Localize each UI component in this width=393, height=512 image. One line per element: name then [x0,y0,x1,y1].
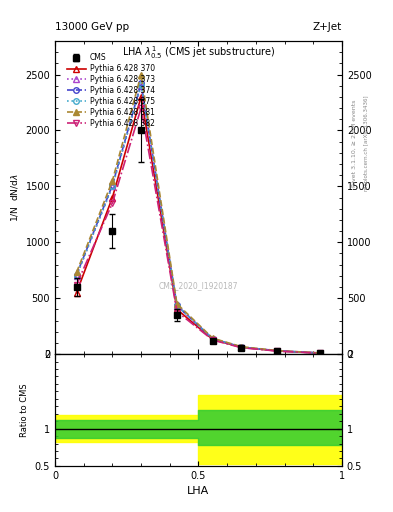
Line: Pythia 6.428 375: Pythia 6.428 375 [74,82,323,356]
Pythia 6.428 374 [211,336,215,342]
Pythia 6.428 381 [275,348,280,354]
Pythia 6.428 373 [239,344,244,350]
Pythia 6.428 381 [139,72,143,78]
Text: 13000 GeV pp: 13000 GeV pp [55,22,129,32]
Text: Z+Jet: Z+Jet [313,22,342,32]
Pythia 6.428 375 [110,183,115,189]
Pythia 6.428 381 [318,350,323,356]
Text: mcplots.cern.ch [arXiv:1306.3436]: mcplots.cern.ch [arXiv:1306.3436] [364,96,369,191]
Pythia 6.428 375 [211,336,215,342]
Pythia 6.428 373 [174,303,179,309]
Pythia 6.428 381 [74,269,79,275]
Pythia 6.428 370 [239,344,244,350]
Pythia 6.428 382 [239,345,244,351]
Pythia 6.428 381 [211,335,215,342]
Pythia 6.428 370 [74,289,79,295]
Line: Pythia 6.428 374: Pythia 6.428 374 [74,81,323,356]
Pythia 6.428 382 [211,337,215,343]
Pythia 6.428 374 [318,350,323,356]
Pythia 6.428 382 [110,200,115,206]
Legend: CMS, Pythia 6.428 370, Pythia 6.428 373, Pythia 6.428 374, Pythia 6.428 375, Pyt: CMS, Pythia 6.428 370, Pythia 6.428 373,… [64,51,157,130]
Line: Pythia 6.428 373: Pythia 6.428 373 [74,83,323,356]
Y-axis label: Ratio to CMS: Ratio to CMS [20,383,29,437]
Pythia 6.428 370 [318,350,323,356]
Pythia 6.428 370 [110,195,115,201]
Pythia 6.428 375 [318,350,323,356]
Pythia 6.428 373 [110,183,115,189]
Pythia 6.428 375 [174,303,179,309]
Pythia 6.428 382 [139,105,143,111]
Pythia 6.428 374 [139,80,143,87]
Pythia 6.428 373 [211,336,215,342]
Pythia 6.428 381 [174,301,179,307]
Pythia 6.428 373 [74,273,79,279]
Y-axis label: 1/N  dN/d$\lambda$: 1/N dN/d$\lambda$ [9,173,20,222]
Pythia 6.428 373 [318,350,323,356]
Text: Rivet 3.1.10, ≥ 2.6M events: Rivet 3.1.10, ≥ 2.6M events [352,100,357,187]
Pythia 6.428 370 [174,306,179,312]
Pythia 6.428 374 [239,344,244,350]
Pythia 6.428 381 [239,344,244,350]
Pythia 6.428 374 [275,348,280,354]
Pythia 6.428 382 [74,282,79,288]
Pythia 6.428 375 [275,348,280,354]
Pythia 6.428 374 [74,271,79,278]
Pythia 6.428 381 [110,178,115,184]
Pythia 6.428 382 [275,348,280,354]
Pythia 6.428 370 [139,94,143,100]
Line: Pythia 6.428 381: Pythia 6.428 381 [74,72,323,356]
Pythia 6.428 375 [74,273,79,279]
Line: Pythia 6.428 370: Pythia 6.428 370 [74,94,323,356]
Line: Pythia 6.428 382: Pythia 6.428 382 [74,105,323,356]
Pythia 6.428 382 [174,309,179,315]
Pythia 6.428 375 [139,81,143,88]
Text: LHA $\lambda^{1}_{0.5}$ (CMS jet substructure): LHA $\lambda^{1}_{0.5}$ (CMS jet substru… [122,44,275,61]
Pythia 6.428 374 [174,303,179,309]
X-axis label: LHA: LHA [187,486,209,496]
Text: CMS_2020_I1920187: CMS_2020_I1920187 [159,281,238,290]
Pythia 6.428 370 [211,336,215,343]
Pythia 6.428 374 [110,182,115,188]
Pythia 6.428 382 [318,350,323,356]
Pythia 6.428 370 [275,348,280,354]
Pythia 6.428 373 [275,348,280,354]
Pythia 6.428 375 [239,344,244,350]
Pythia 6.428 373 [139,82,143,89]
